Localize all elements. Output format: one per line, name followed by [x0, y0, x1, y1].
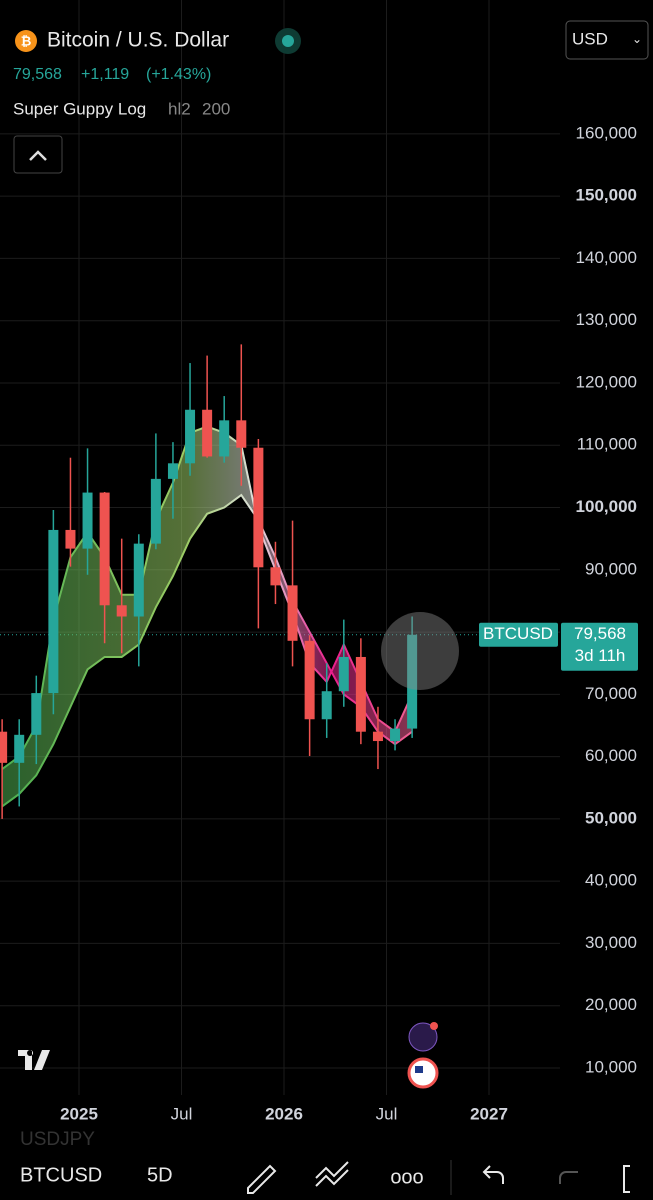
market-status-dot [282, 35, 294, 47]
y-tick-label: 70,000 [585, 684, 637, 703]
event-badge [430, 1022, 438, 1030]
candle-body [270, 567, 281, 586]
fullscreen-button[interactable] [623, 1165, 630, 1193]
guppy-ribbon [2, 426, 413, 807]
redo-button[interactable] [559, 1171, 578, 1184]
candle-body [407, 634, 418, 729]
candle-body [99, 492, 110, 606]
candle-body [31, 693, 42, 735]
y-tick-label: 150,000 [576, 186, 637, 205]
y-tick-label: 40,000 [585, 871, 637, 890]
candle-body [65, 529, 76, 549]
toolbar-interval[interactable]: 5D [147, 1164, 173, 1186]
candle-body [236, 420, 247, 448]
collapse-icon [29, 150, 47, 161]
x-tick-label: Jul [376, 1104, 398, 1123]
candle-body [253, 447, 264, 568]
candle-body [48, 529, 59, 694]
candle-body [304, 640, 315, 720]
indicator-name: Super Guppy Log [13, 99, 146, 118]
toolbar [0, 1150, 653, 1200]
currency-select[interactable] [565, 20, 649, 60]
plot-area [0, 344, 418, 819]
price-tag [561, 622, 638, 671]
y-tick-label: 140,000 [576, 248, 637, 267]
dropdown-arrow: ⌄ [632, 32, 642, 46]
candle-body [0, 731, 8, 763]
y-tick-label: 130,000 [576, 310, 637, 329]
y-tick-label: 120,000 [576, 372, 637, 391]
btc-icon [15, 30, 37, 52]
toolbar-symbol[interactable]: BTCUSD [20, 1164, 102, 1186]
btc-icon-glyph: ₿ [21, 33, 32, 48]
price-tag-label: 79,568 [574, 624, 626, 643]
highlight-circle [381, 612, 459, 690]
indicator-tool[interactable] [315, 1161, 349, 1187]
candle-body [14, 734, 25, 763]
x-tick-label: 2026 [265, 1104, 303, 1123]
y-tick-label: 60,000 [585, 746, 637, 765]
header-price: 79,568 [13, 66, 62, 83]
flag-canton [415, 1066, 423, 1073]
indicator-length: 200 [202, 99, 230, 118]
candle-body [167, 463, 178, 479]
x-tick-label: 2025 [60, 1104, 98, 1123]
collapse-button[interactable] [13, 135, 63, 174]
candle-body [219, 420, 230, 457]
candle-body [321, 691, 332, 720]
undo-button[interactable] [482, 1165, 504, 1184]
candle-body [390, 728, 401, 742]
candle-body [202, 409, 213, 457]
x-tick-label: Jul [171, 1104, 193, 1123]
symbol-tag [479, 622, 558, 647]
header-change: +1,119 [81, 66, 129, 83]
y-tick-label: 110,000 [577, 435, 637, 454]
y-tick-label: 30,000 [585, 933, 637, 952]
candle-body [116, 605, 127, 617]
draw-tool[interactable] [247, 1164, 277, 1194]
symbol-tag-label: BTCUSD [483, 624, 553, 643]
y-tick-label: 160,000 [576, 123, 637, 142]
event-icon[interactable] [408, 1022, 438, 1052]
y-tick-label: 20,000 [585, 995, 637, 1014]
x-tick-label: 2027 [470, 1104, 508, 1123]
y-tick-label: 50,000 [585, 808, 637, 827]
more-button[interactable]: ooo [390, 1166, 423, 1188]
y-tick-label: 100,000 [576, 497, 637, 516]
countdown: 3d 11h [575, 646, 626, 665]
y-tick-label: 10,000 [585, 1057, 637, 1076]
candle-body [82, 492, 93, 549]
currency: USD [572, 29, 608, 48]
candle-body [150, 478, 161, 544]
candle-body [185, 409, 196, 464]
ghost-symbol: USDJPY [20, 1129, 95, 1150]
candle-body [355, 656, 366, 732]
header-change-pct: (+1.43%) [146, 66, 211, 83]
candle-body [287, 585, 298, 641]
candle-body [133, 543, 144, 617]
candle-body [372, 731, 383, 742]
tv-logo [18, 1050, 50, 1070]
y-tick-label: 90,000 [585, 559, 637, 578]
candle-body [338, 656, 349, 692]
indicator-source: hl2 [168, 99, 191, 118]
axes: 10,000 20,000 30,000 40,000 50,000 60,000 70,0… [60, 123, 638, 1123]
symbol-title: Bitcoin / U.S. Dollar [47, 29, 229, 52]
